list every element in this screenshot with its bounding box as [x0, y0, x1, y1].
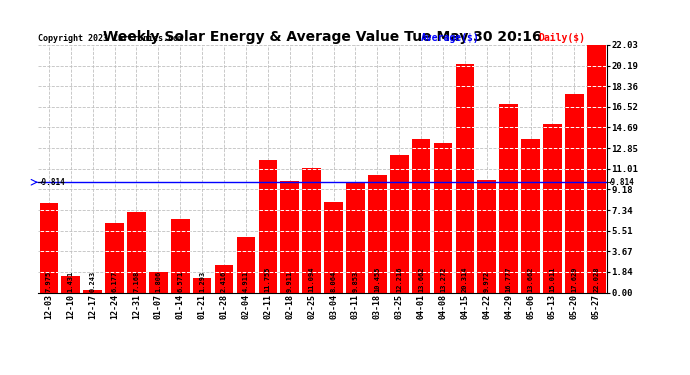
- Text: 2.416: 2.416: [221, 271, 227, 292]
- Text: 1.806: 1.806: [155, 271, 161, 292]
- Bar: [302, 168, 321, 292]
- Text: 9.911: 9.911: [287, 271, 293, 292]
- Text: 13.662: 13.662: [418, 267, 424, 292]
- Text: Average($): Average($): [421, 33, 480, 43]
- Bar: [215, 266, 233, 292]
- Text: 12.216: 12.216: [396, 267, 402, 292]
- Text: →9.814: →9.814: [607, 178, 635, 187]
- Text: 17.629: 17.629: [571, 267, 578, 292]
- Text: 16.777: 16.777: [506, 267, 512, 292]
- Bar: [434, 143, 453, 292]
- Bar: [477, 180, 496, 292]
- Text: 0.243: 0.243: [90, 271, 96, 292]
- Bar: [61, 276, 80, 292]
- Text: 1.431: 1.431: [68, 271, 74, 292]
- Text: Daily($): Daily($): [538, 33, 585, 43]
- Bar: [455, 64, 474, 292]
- Bar: [259, 160, 277, 292]
- Bar: [193, 278, 211, 292]
- Bar: [346, 182, 365, 292]
- Text: 22.028: 22.028: [593, 267, 599, 292]
- Bar: [127, 212, 146, 292]
- Bar: [390, 155, 408, 292]
- Text: 4.911: 4.911: [243, 271, 249, 292]
- Text: 13.272: 13.272: [440, 267, 446, 292]
- Text: 11.755: 11.755: [265, 267, 271, 292]
- Text: 7.168: 7.168: [133, 271, 139, 292]
- Text: 6.571: 6.571: [177, 271, 184, 292]
- Text: 20.314: 20.314: [462, 267, 468, 292]
- Text: 1.293: 1.293: [199, 271, 205, 292]
- Bar: [500, 104, 518, 292]
- Bar: [543, 124, 562, 292]
- Text: →9.814: →9.814: [38, 178, 66, 187]
- Bar: [521, 139, 540, 292]
- Bar: [565, 94, 584, 292]
- Bar: [39, 203, 58, 292]
- Bar: [149, 272, 168, 292]
- Text: 15.011: 15.011: [549, 267, 555, 292]
- Bar: [587, 45, 606, 292]
- Bar: [412, 139, 431, 292]
- Bar: [237, 237, 255, 292]
- Text: 10.455: 10.455: [374, 267, 380, 292]
- Text: 11.094: 11.094: [308, 267, 315, 292]
- Text: 9.972: 9.972: [484, 271, 490, 292]
- Text: 6.177: 6.177: [112, 271, 117, 292]
- Bar: [280, 181, 299, 292]
- Title: Weekly Solar Energy & Average Value Tue May 30 20:16: Weekly Solar Energy & Average Value Tue …: [104, 30, 542, 44]
- Text: 8.064: 8.064: [331, 271, 337, 292]
- Text: 7.975: 7.975: [46, 271, 52, 292]
- Bar: [324, 202, 343, 292]
- Bar: [83, 290, 102, 292]
- Text: 13.662: 13.662: [528, 267, 533, 292]
- Bar: [171, 219, 190, 292]
- Bar: [368, 175, 386, 292]
- Text: Copyright 2023 Cartronics.com: Copyright 2023 Cartronics.com: [38, 34, 183, 43]
- Bar: [106, 223, 124, 292]
- Text: 9.853: 9.853: [353, 271, 358, 292]
